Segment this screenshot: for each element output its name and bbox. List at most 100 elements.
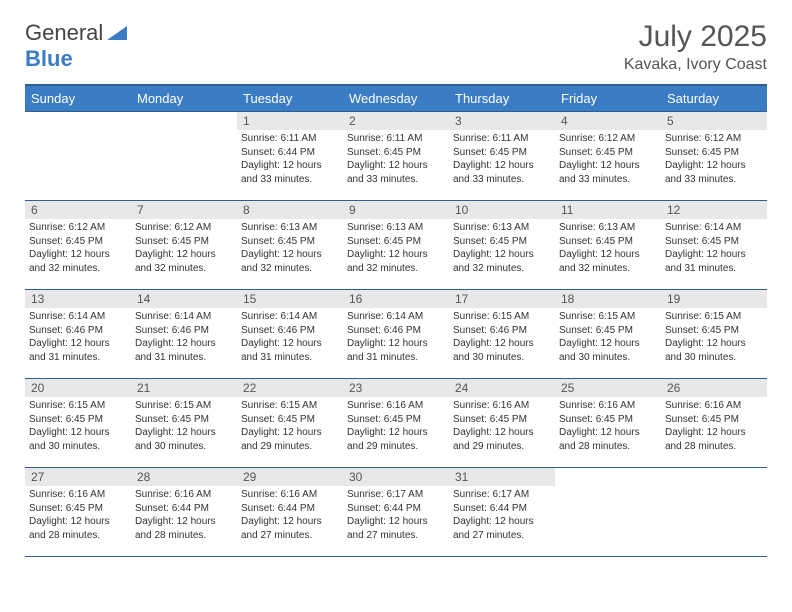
weekday-header: Friday <box>555 85 661 112</box>
day-content: Sunrise: 6:15 AMSunset: 6:45 PMDaylight:… <box>131 397 237 457</box>
day-content: Sunrise: 6:11 AMSunset: 6:44 PMDaylight:… <box>237 130 343 190</box>
calendar-day-cell: 23Sunrise: 6:16 AMSunset: 6:45 PMDayligh… <box>343 379 449 468</box>
weekday-header: Saturday <box>661 85 767 112</box>
day-content: Sunrise: 6:13 AMSunset: 6:45 PMDaylight:… <box>343 219 449 279</box>
calendar-day-cell <box>555 468 661 557</box>
calendar-day-cell: 14Sunrise: 6:14 AMSunset: 6:46 PMDayligh… <box>131 290 237 379</box>
day-number: 9 <box>343 201 449 219</box>
logo-text: General Blue <box>25 20 127 72</box>
day-number: 11 <box>555 201 661 219</box>
logo-part2: Blue <box>25 46 73 71</box>
day-content: Sunrise: 6:12 AMSunset: 6:45 PMDaylight:… <box>661 130 767 190</box>
day-number: 21 <box>131 379 237 397</box>
day-content: Sunrise: 6:15 AMSunset: 6:45 PMDaylight:… <box>25 397 131 457</box>
calendar-day-cell: 30Sunrise: 6:17 AMSunset: 6:44 PMDayligh… <box>343 468 449 557</box>
day-content: Sunrise: 6:14 AMSunset: 6:46 PMDaylight:… <box>131 308 237 368</box>
day-number: 25 <box>555 379 661 397</box>
calendar-day-cell: 18Sunrise: 6:15 AMSunset: 6:45 PMDayligh… <box>555 290 661 379</box>
day-content: Sunrise: 6:14 AMSunset: 6:46 PMDaylight:… <box>237 308 343 368</box>
calendar-week-row: 13Sunrise: 6:14 AMSunset: 6:46 PMDayligh… <box>25 290 767 379</box>
logo-triangle-icon <box>107 20 127 46</box>
weekday-header: Wednesday <box>343 85 449 112</box>
calendar-day-cell: 24Sunrise: 6:16 AMSunset: 6:45 PMDayligh… <box>449 379 555 468</box>
weekday-header: Tuesday <box>237 85 343 112</box>
day-number: 7 <box>131 201 237 219</box>
calendar-body: 1Sunrise: 6:11 AMSunset: 6:44 PMDaylight… <box>25 112 767 557</box>
day-content: Sunrise: 6:16 AMSunset: 6:45 PMDaylight:… <box>449 397 555 457</box>
day-number: 5 <box>661 112 767 130</box>
calendar-day-cell: 11Sunrise: 6:13 AMSunset: 6:45 PMDayligh… <box>555 201 661 290</box>
calendar-day-cell: 8Sunrise: 6:13 AMSunset: 6:45 PMDaylight… <box>237 201 343 290</box>
day-content: Sunrise: 6:13 AMSunset: 6:45 PMDaylight:… <box>237 219 343 279</box>
day-number: 18 <box>555 290 661 308</box>
calendar-day-cell: 17Sunrise: 6:15 AMSunset: 6:46 PMDayligh… <box>449 290 555 379</box>
day-number: 26 <box>661 379 767 397</box>
day-content: Sunrise: 6:16 AMSunset: 6:45 PMDaylight:… <box>343 397 449 457</box>
day-number: 10 <box>449 201 555 219</box>
day-content: Sunrise: 6:17 AMSunset: 6:44 PMDaylight:… <box>343 486 449 546</box>
day-content: Sunrise: 6:14 AMSunset: 6:46 PMDaylight:… <box>343 308 449 368</box>
calendar-day-cell: 31Sunrise: 6:17 AMSunset: 6:44 PMDayligh… <box>449 468 555 557</box>
day-content: Sunrise: 6:11 AMSunset: 6:45 PMDaylight:… <box>449 130 555 190</box>
logo-part1: General <box>25 20 103 45</box>
day-number: 13 <box>25 290 131 308</box>
day-number: 28 <box>131 468 237 486</box>
day-content: Sunrise: 6:15 AMSunset: 6:46 PMDaylight:… <box>449 308 555 368</box>
day-content: Sunrise: 6:13 AMSunset: 6:45 PMDaylight:… <box>449 219 555 279</box>
day-number: 8 <box>237 201 343 219</box>
calendar-week-row: 6Sunrise: 6:12 AMSunset: 6:45 PMDaylight… <box>25 201 767 290</box>
day-number: 6 <box>25 201 131 219</box>
day-number: 16 <box>343 290 449 308</box>
calendar-day-cell <box>661 468 767 557</box>
calendar-day-cell: 9Sunrise: 6:13 AMSunset: 6:45 PMDaylight… <box>343 201 449 290</box>
calendar-day-cell <box>131 112 237 201</box>
day-content: Sunrise: 6:15 AMSunset: 6:45 PMDaylight:… <box>555 308 661 368</box>
calendar-week-row: 1Sunrise: 6:11 AMSunset: 6:44 PMDaylight… <box>25 112 767 201</box>
day-content: Sunrise: 6:17 AMSunset: 6:44 PMDaylight:… <box>449 486 555 546</box>
day-number: 27 <box>25 468 131 486</box>
day-number: 29 <box>237 468 343 486</box>
location: Kavaka, Ivory Coast <box>624 56 767 74</box>
day-content: Sunrise: 6:14 AMSunset: 6:45 PMDaylight:… <box>661 219 767 279</box>
day-content: Sunrise: 6:12 AMSunset: 6:45 PMDaylight:… <box>555 130 661 190</box>
title-block: July 2025 Kavaka, Ivory Coast <box>624 20 767 74</box>
day-number: 31 <box>449 468 555 486</box>
calendar-table: SundayMondayTuesdayWednesdayThursdayFrid… <box>25 84 767 557</box>
day-number: 2 <box>343 112 449 130</box>
calendar-day-cell: 1Sunrise: 6:11 AMSunset: 6:44 PMDaylight… <box>237 112 343 201</box>
day-number: 17 <box>449 290 555 308</box>
day-content: Sunrise: 6:16 AMSunset: 6:45 PMDaylight:… <box>661 397 767 457</box>
calendar-day-cell <box>25 112 131 201</box>
calendar-day-cell: 10Sunrise: 6:13 AMSunset: 6:45 PMDayligh… <box>449 201 555 290</box>
calendar-day-cell: 12Sunrise: 6:14 AMSunset: 6:45 PMDayligh… <box>661 201 767 290</box>
day-content: Sunrise: 6:16 AMSunset: 6:44 PMDaylight:… <box>237 486 343 546</box>
day-content: Sunrise: 6:16 AMSunset: 6:45 PMDaylight:… <box>555 397 661 457</box>
calendar-day-cell: 3Sunrise: 6:11 AMSunset: 6:45 PMDaylight… <box>449 112 555 201</box>
calendar-week-row: 27Sunrise: 6:16 AMSunset: 6:45 PMDayligh… <box>25 468 767 557</box>
day-number: 22 <box>237 379 343 397</box>
day-content: Sunrise: 6:13 AMSunset: 6:45 PMDaylight:… <box>555 219 661 279</box>
day-content: Sunrise: 6:12 AMSunset: 6:45 PMDaylight:… <box>131 219 237 279</box>
day-number: 23 <box>343 379 449 397</box>
calendar-day-cell: 26Sunrise: 6:16 AMSunset: 6:45 PMDayligh… <box>661 379 767 468</box>
weekday-header: Thursday <box>449 85 555 112</box>
day-number: 15 <box>237 290 343 308</box>
weekday-header: Sunday <box>25 85 131 112</box>
weekday-header-row: SundayMondayTuesdayWednesdayThursdayFrid… <box>25 85 767 112</box>
calendar-day-cell: 7Sunrise: 6:12 AMSunset: 6:45 PMDaylight… <box>131 201 237 290</box>
day-content: Sunrise: 6:11 AMSunset: 6:45 PMDaylight:… <box>343 130 449 190</box>
calendar-day-cell: 22Sunrise: 6:15 AMSunset: 6:45 PMDayligh… <box>237 379 343 468</box>
day-content: Sunrise: 6:12 AMSunset: 6:45 PMDaylight:… <box>25 219 131 279</box>
day-number: 1 <box>237 112 343 130</box>
calendar-week-row: 20Sunrise: 6:15 AMSunset: 6:45 PMDayligh… <box>25 379 767 468</box>
day-number: 12 <box>661 201 767 219</box>
header: General Blue July 2025 Kavaka, Ivory Coa… <box>25 20 767 74</box>
day-number: 19 <box>661 290 767 308</box>
day-content: Sunrise: 6:15 AMSunset: 6:45 PMDaylight:… <box>661 308 767 368</box>
day-content: Sunrise: 6:15 AMSunset: 6:45 PMDaylight:… <box>237 397 343 457</box>
calendar-day-cell: 2Sunrise: 6:11 AMSunset: 6:45 PMDaylight… <box>343 112 449 201</box>
calendar-day-cell: 4Sunrise: 6:12 AMSunset: 6:45 PMDaylight… <box>555 112 661 201</box>
day-content: Sunrise: 6:16 AMSunset: 6:44 PMDaylight:… <box>131 486 237 546</box>
calendar-day-cell: 16Sunrise: 6:14 AMSunset: 6:46 PMDayligh… <box>343 290 449 379</box>
calendar-day-cell: 5Sunrise: 6:12 AMSunset: 6:45 PMDaylight… <box>661 112 767 201</box>
